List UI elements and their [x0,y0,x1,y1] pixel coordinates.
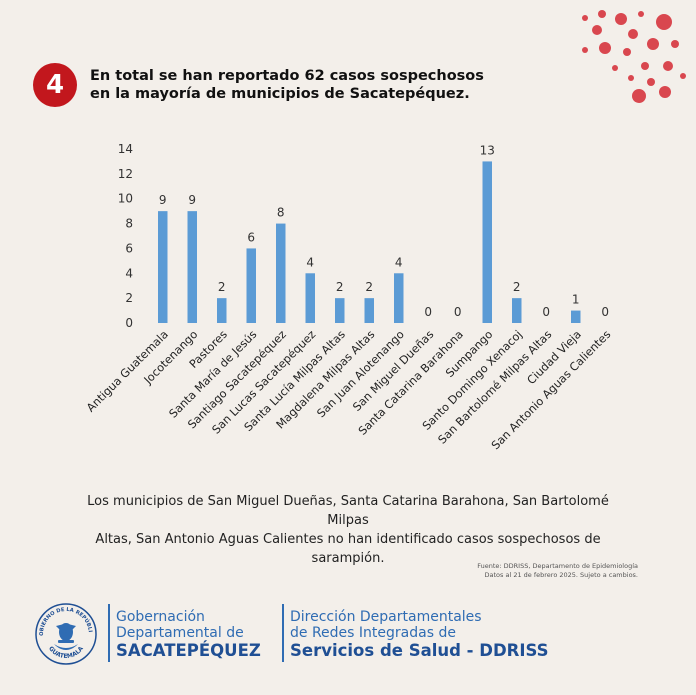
org2-line-3: Servicios de Salud - DDRISS [290,641,549,660]
note-line-1: Los municipios de San Miguel Dueñas, San… [87,494,609,528]
bar [217,298,227,323]
y-tick-label: 4 [125,266,133,280]
data-label: 4 [306,255,314,269]
ddriss-logo-text: Dirección Departamentales de Redes Integ… [290,609,549,661]
footer-divider-2 [282,604,284,662]
data-label: 6 [247,230,255,244]
svg-text:GUATEMALA: GUATEMALA [47,645,85,660]
bar [512,298,522,323]
chart-note: Los municipios de San Miguel Dueñas, San… [70,492,626,568]
y-tick-label: 10 [118,192,133,206]
bar [482,161,492,323]
bar [158,211,168,323]
org2-line-2: de Redes Integradas de [290,625,456,641]
org1-line-2: Departamental de [116,625,244,641]
data-label: 4 [395,255,403,269]
data-label: 0 [601,305,609,319]
bar [364,298,374,323]
data-label: 0 [424,305,432,319]
source-line-2: Datos al 21 de febrero 2025. Sujeto a ca… [484,571,638,579]
org1-line-1: Gobernación [116,609,205,625]
y-tick-label: 14 [118,142,133,156]
org2-line-1: Dirección Departamentales [290,609,482,625]
seal-bottom-text: GUATEMALA [47,645,85,660]
bar [276,223,286,323]
headline: En total se han reportado 62 casos sospe… [90,67,510,103]
y-tick-label: 0 [125,316,133,330]
decorative-dots-icon [582,10,686,103]
headline-line-1: En total se han reportado 62 casos sospe… [90,68,484,84]
guatemala-seal-icon: GOBIERNO DE LA REPÚBLICA GUATEMALA [34,602,97,665]
data-label: 0 [542,305,550,319]
org1-line-3: SACATEPÉQUEZ [116,641,261,660]
data-label: 9 [159,193,167,207]
data-label: 9 [188,193,196,207]
data-label: 13 [480,143,495,157]
bar [571,310,581,323]
y-tick-label: 6 [125,241,133,255]
source-note: Fuente: DDRISS, Departamento de Epidemio… [477,562,638,580]
section-number-badge: 4 [33,63,77,107]
bar [394,273,404,323]
data-label: 2 [218,280,226,294]
bar [246,248,256,323]
footer: GOBIERNO DE LA REPÚBLICA GUATEMALA Gober… [0,598,696,678]
bar [187,211,197,323]
footer-divider-1 [108,604,110,662]
y-tick-label: 12 [118,167,133,181]
data-label: 2 [336,280,344,294]
y-tick-label: 2 [125,291,133,305]
data-label: 0 [454,305,462,319]
data-label: 1 [572,293,580,307]
data-label: 8 [277,206,285,220]
bar [335,298,345,323]
data-label: 2 [513,280,521,294]
y-tick-label: 8 [125,217,133,231]
governacion-logo-text: Gobernación Departamental de SACATEPÉQUE… [116,609,261,661]
data-label: 2 [365,280,373,294]
bar [305,273,315,323]
note-line-2: Altas, San Antonio Aguas Calientes no ha… [95,532,601,566]
source-line-1: Fuente: DDRISS, Departamento de Epidemio… [477,562,638,570]
headline-line-2: en la mayoría de municipios de Sacatepéq… [90,86,470,102]
